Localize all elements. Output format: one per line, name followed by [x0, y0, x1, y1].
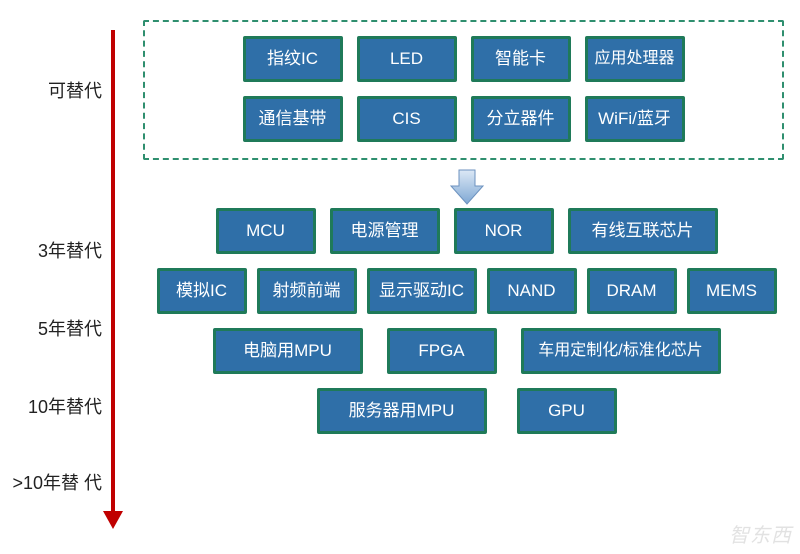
down-arrow-icon	[447, 166, 487, 206]
chip-auto-custom: 车用定制化/标准化芯片	[521, 328, 721, 374]
chip-display-driver: 显示驱动IC	[367, 268, 477, 314]
timeline-label-2: 5年替代	[10, 318, 102, 341]
chip-baseband: 通信基带	[243, 96, 343, 142]
timeline-label-4: >10年替 代	[10, 472, 102, 495]
timeline-label-0: 可替代	[10, 80, 102, 103]
timeline-arrow	[108, 30, 118, 529]
group-3yr: MCU 电源管理 NOR 有线互联芯片	[143, 208, 790, 254]
chip-dram: DRAM	[587, 268, 677, 314]
group-gt10yr: 服务器用MPU GPU	[143, 388, 790, 434]
group-10yr: 电脑用MPU FPGA 车用定制化/标准化芯片	[143, 328, 790, 374]
group-5yr: 模拟IC 射频前端 显示驱动IC NAND DRAM MEMS	[143, 268, 790, 314]
chip-app-processor: 应用处理器	[585, 36, 685, 82]
diagram-root: 可替代 3年替代 5年替代 10年替代 >10年替 代 指纹IC LED 智能卡…	[0, 0, 800, 554]
chip-discrete: 分立器件	[471, 96, 571, 142]
timeline-arrow-head-icon	[103, 511, 123, 529]
timeline-arrow-line	[111, 30, 115, 511]
chip-mcu: MCU	[216, 208, 316, 254]
timeline-label-1: 3年替代	[10, 240, 102, 263]
chip-pc-mpu: 电脑用MPU	[213, 328, 363, 374]
chip-fingerprint-ic: 指纹IC	[243, 36, 343, 82]
content-column: 指纹IC LED 智能卡 应用处理器 通信基带 CIS 分立器件 WiFi/蓝牙	[125, 20, 790, 544]
chip-gpu: GPU	[517, 388, 617, 434]
timeline-label-3: 10年替代	[10, 396, 102, 419]
chip-fpga: FPGA	[387, 328, 497, 374]
chip-nor: NOR	[454, 208, 554, 254]
chip-mems: MEMS	[687, 268, 777, 314]
chip-cis: CIS	[357, 96, 457, 142]
group-replaceable-box: 指纹IC LED 智能卡 应用处理器 通信基带 CIS 分立器件 WiFi/蓝牙	[143, 20, 784, 160]
group0-row0: 指纹IC LED 智能卡 应用处理器	[163, 36, 764, 82]
chip-nand: NAND	[487, 268, 577, 314]
timeline-column: 可替代 3年替代 5年替代 10年替代 >10年替 代	[10, 20, 125, 544]
chip-smartcard: 智能卡	[471, 36, 571, 82]
chip-power-mgmt: 电源管理	[330, 208, 440, 254]
chip-led: LED	[357, 36, 457, 82]
chip-server-mpu: 服务器用MPU	[317, 388, 487, 434]
chip-wired-ic: 有线互联芯片	[568, 208, 718, 254]
group0-row1: 通信基带 CIS 分立器件 WiFi/蓝牙	[163, 96, 764, 142]
chip-rf-front: 射频前端	[257, 268, 357, 314]
chip-wifi-bt: WiFi/蓝牙	[585, 96, 685, 142]
chip-analog-ic: 模拟IC	[157, 268, 247, 314]
timeline-labels: 可替代 3年替代 5年替代 10年替代 >10年替 代	[10, 20, 102, 544]
